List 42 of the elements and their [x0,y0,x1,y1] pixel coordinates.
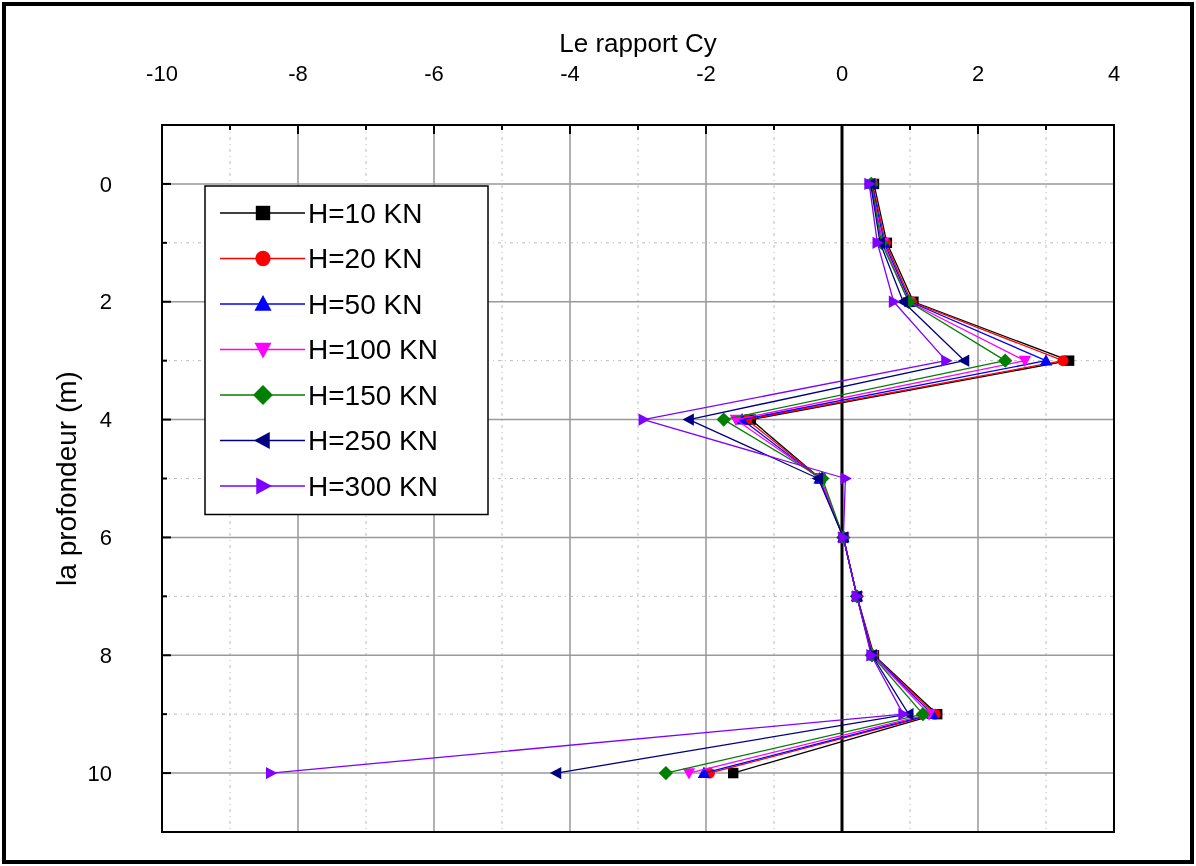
point [682,413,694,426]
legend-label: H=10 KN [308,197,423,229]
legend-label: H=300 KN [308,470,438,502]
x-axis-title: Le rapport Cy [559,28,717,58]
point [898,707,910,721]
point [265,766,278,780]
point [549,766,562,780]
legend-label: H=20 KN [308,243,423,275]
point [728,767,739,779]
point [998,353,1013,368]
legend-label: H=150 KN [308,379,438,411]
point [957,354,970,367]
x-tick-label: -6 [424,61,444,86]
x-tick-label: -4 [560,61,580,86]
point [840,472,852,485]
point [1057,355,1069,367]
point [638,413,650,426]
legend-label: H=50 KN [308,288,423,320]
legend-label: H=100 KN [308,334,438,366]
point [941,354,953,367]
y-tick-label: 8 [99,642,112,668]
x-tick-label: -10 [146,61,178,86]
point [915,707,931,722]
y-tick-label: 4 [99,407,112,433]
point [716,412,731,427]
y-tick-label: 10 [87,760,112,786]
point [1039,354,1053,366]
x-tick-label: -2 [696,61,716,86]
point [888,295,901,308]
legend-label: H=250 KN [308,425,438,457]
x-tick-label: 0 [835,61,849,86]
x-tick-label: 4 [1107,61,1121,86]
y-tick-label: 2 [99,289,112,315]
y-tick-label: 0 [99,171,112,197]
y-axis-title: la profondeur (m) [51,371,82,586]
point [658,765,674,781]
point [697,766,711,778]
x-tick-label: 2 [971,61,985,86]
y-tick-label: 6 [99,525,112,551]
point [1018,355,1032,368]
x-tick-label: -8 [288,61,308,86]
point [682,768,696,780]
